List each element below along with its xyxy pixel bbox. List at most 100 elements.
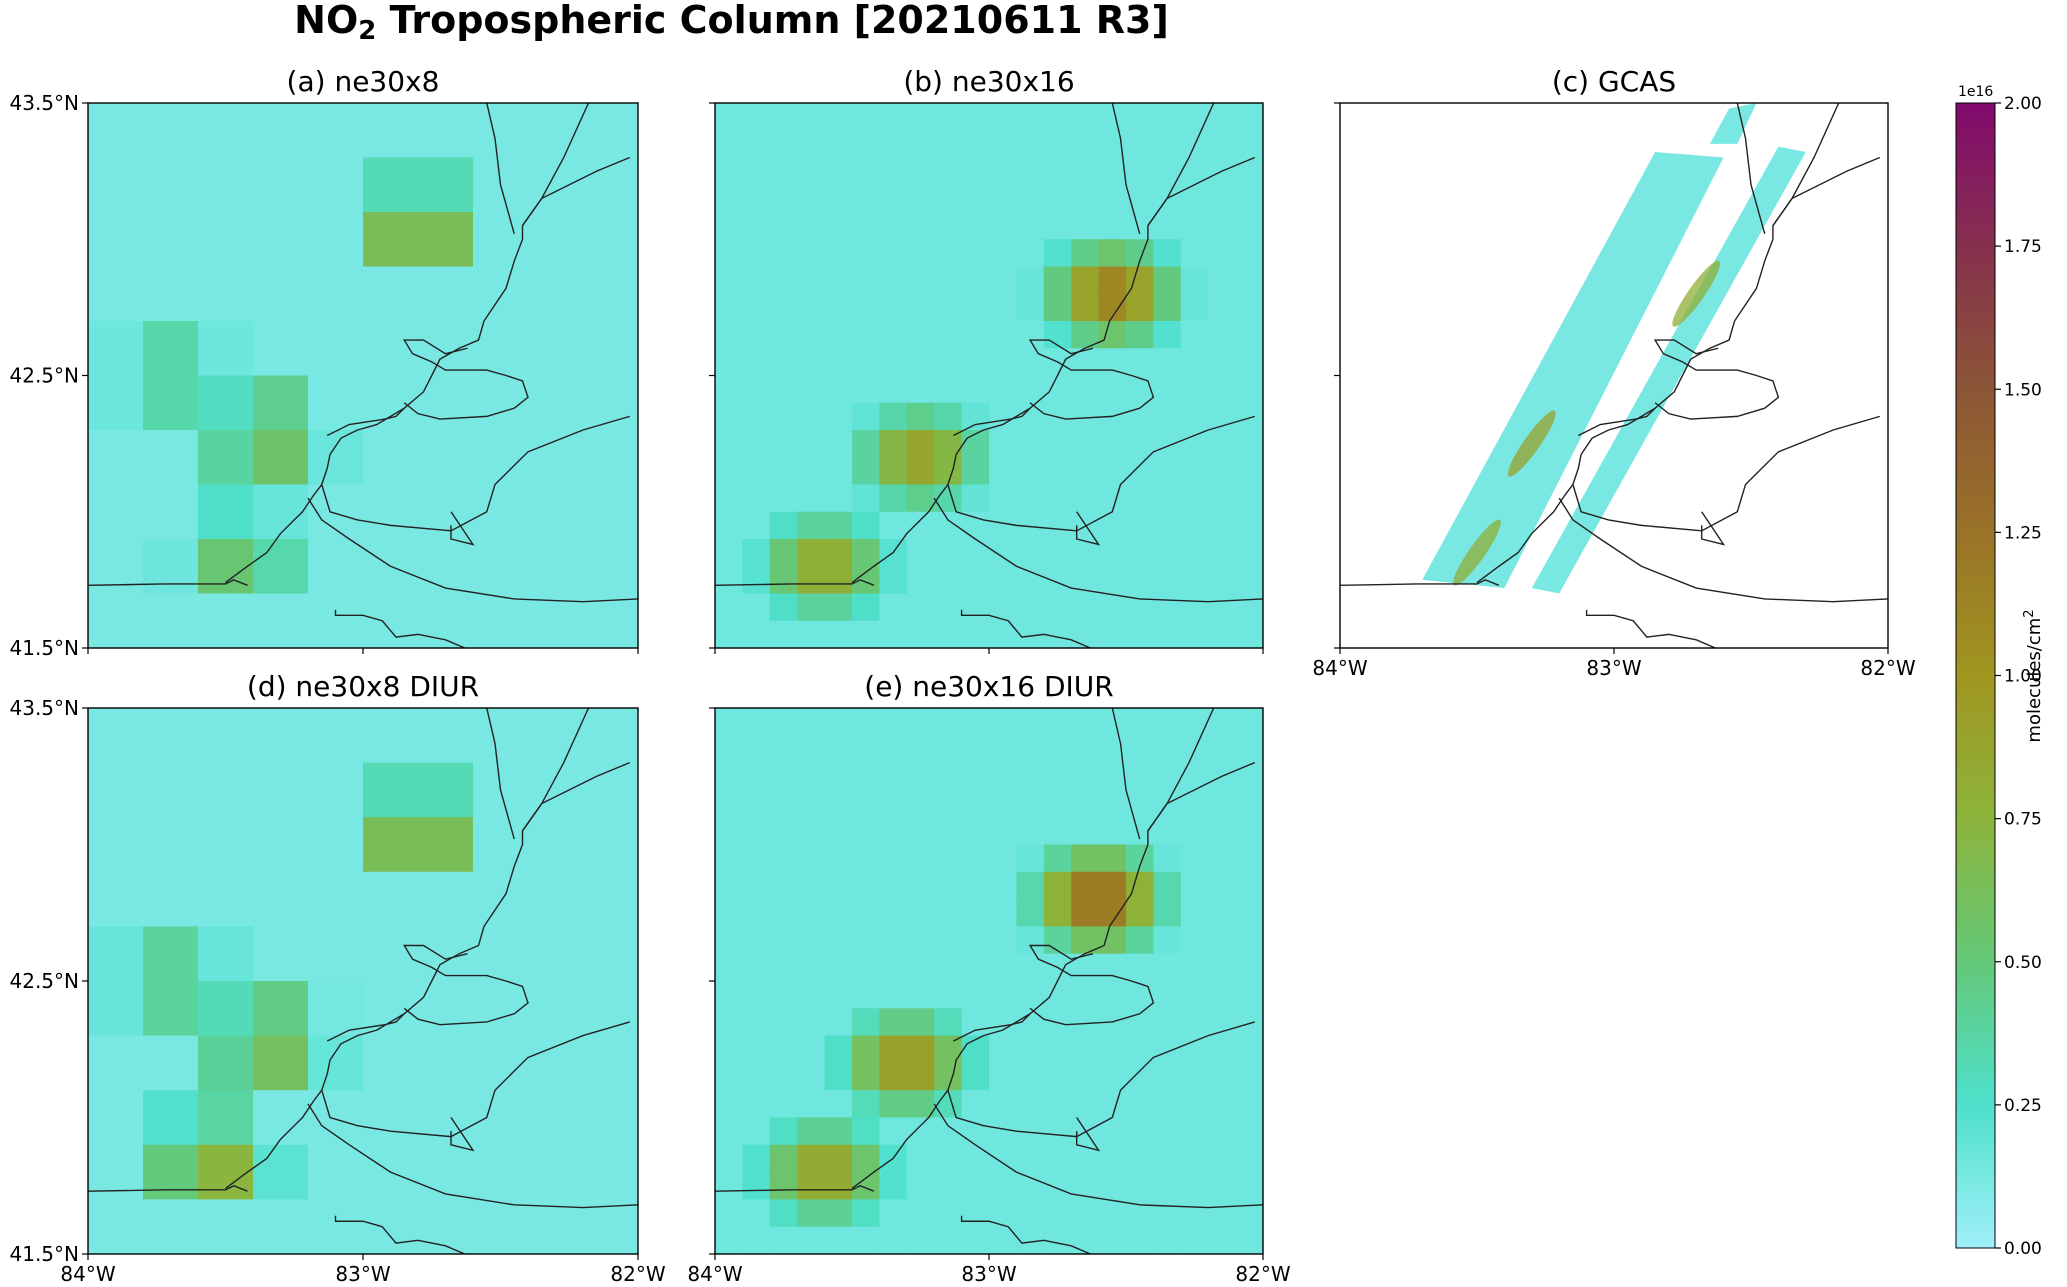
grid-cell: [1153, 926, 1182, 955]
grid-cell: [198, 762, 254, 818]
grid-cell: [1126, 817, 1154, 846]
grid-cell: [1126, 981, 1154, 1009]
map-boundary-line: [1578, 407, 1656, 437]
grid-cell: [1180, 981, 1209, 1009]
map-boundary-line: [953, 407, 1031, 437]
grid-cell: [824, 1172, 853, 1200]
panel-title: (d) ne30x8 DIUR: [247, 670, 479, 703]
grid-cell: [769, 953, 798, 982]
grid-cell: [852, 1062, 880, 1091]
grid-cell: [1016, 817, 1045, 846]
grid-cell: [88, 1090, 144, 1146]
grid-cell: [1043, 593, 1072, 622]
colorbar-tick-label: 2.00: [2004, 94, 2042, 114]
colorbar-tick-label: 1.25: [2004, 523, 2042, 543]
colorbar-ticks: 0.00 0.25 0.50 0.75 1.00 1.25 1.50 1.75 2.00: [1995, 94, 2042, 1259]
grid-cell: [879, 1090, 908, 1119]
grid-cell: [1016, 457, 1045, 486]
grid-cell: [1235, 130, 1263, 159]
grid-cell: [742, 103, 771, 131]
grid-cell: [797, 103, 826, 131]
grid-cell: [143, 817, 199, 873]
grid-cell: [797, 1172, 826, 1200]
grid-cell: [1126, 321, 1154, 349]
grid-cell: [961, 511, 990, 540]
grid-cell: [934, 511, 963, 540]
grid-cell: [253, 593, 309, 648]
grid-cell: [1180, 1226, 1209, 1254]
grid-cell: [1016, 762, 1045, 791]
grid-cell: [934, 817, 963, 846]
grid-cell: [528, 708, 584, 764]
grid-cell: [934, 266, 963, 295]
grid-cell: [989, 321, 1017, 349]
grid-cell: [1153, 511, 1182, 540]
grid-cell: [1153, 539, 1182, 567]
x-tick-label: 82°W: [1235, 1262, 1290, 1283]
grid-cell: [1043, 789, 1072, 818]
grid-cell: [363, 321, 419, 377]
grid-cell: [961, 953, 990, 982]
grid-cell: [1126, 184, 1154, 213]
grid-cell: [961, 871, 990, 900]
grid-cell: [989, 789, 1017, 818]
grid-cell: [852, 430, 880, 458]
grid-cell: [1126, 375, 1154, 404]
grid-cell: [961, 402, 990, 431]
map-boundary-line: [851, 103, 1215, 584]
grid-cell: [1043, 926, 1072, 955]
grid-cell: [906, 457, 935, 486]
map-boundary-line: [521, 156, 631, 227]
grid-cell: [1016, 926, 1045, 955]
grid-cell: [418, 762, 474, 818]
map-boundary-line: [960, 1215, 1091, 1254]
grid-cell: [1235, 103, 1263, 131]
grid-cell: [1208, 321, 1237, 349]
grid-cell: [1071, 457, 1100, 486]
grid-cell: [824, 789, 853, 818]
grid-cell: [769, 708, 798, 736]
grid-cell: [1043, 321, 1072, 349]
grid-cell: [583, 1090, 638, 1146]
grid-cell: [961, 844, 990, 873]
grid-cell: [961, 293, 990, 322]
grid-cell: [824, 484, 853, 513]
map-boundary-line: [933, 497, 1263, 603]
grid-cell: [797, 735, 826, 764]
grid-cell: [418, 1035, 474, 1091]
grid-cell: [769, 1090, 798, 1119]
grid-cell: [363, 708, 419, 764]
grid-cell: [715, 266, 743, 295]
grid-cell: [308, 817, 364, 873]
grid-cell: [879, 593, 908, 622]
grid-cell: [363, 1199, 419, 1254]
grid-cell: [906, 817, 935, 846]
grid-cell: [1180, 762, 1209, 791]
grid-cell: [824, 511, 853, 540]
grid-cell: [715, 789, 743, 818]
grid-cell: [1016, 348, 1045, 377]
grid-cell: [1016, 539, 1045, 567]
grid-cell: [528, 157, 584, 213]
grid-cell: [253, 157, 309, 213]
grid-cell: [583, 430, 638, 486]
grid-cell: [1235, 375, 1263, 404]
grid-cell: [797, 402, 826, 431]
grid-cell: [879, 375, 908, 404]
panel-title: (c) GCAS: [1552, 65, 1676, 98]
grid-cell: [418, 157, 474, 213]
grid-cell: [88, 817, 144, 873]
grid-cell: [363, 1035, 419, 1091]
grid-cell: [308, 593, 364, 648]
grid-cell: [1071, 103, 1100, 131]
grid-cell: [906, 402, 935, 431]
grid-cell: [934, 130, 963, 159]
map-boundary-line: [321, 415, 630, 532]
grid-cell: [198, 1035, 254, 1091]
grid-cell: [583, 321, 638, 377]
grid-cell: [961, 212, 990, 240]
grid-cell: [742, 981, 771, 1009]
grid-cell: [961, 103, 990, 131]
x-tick-label: 84°W: [687, 1262, 742, 1283]
grid-cell: [1043, 1226, 1072, 1254]
